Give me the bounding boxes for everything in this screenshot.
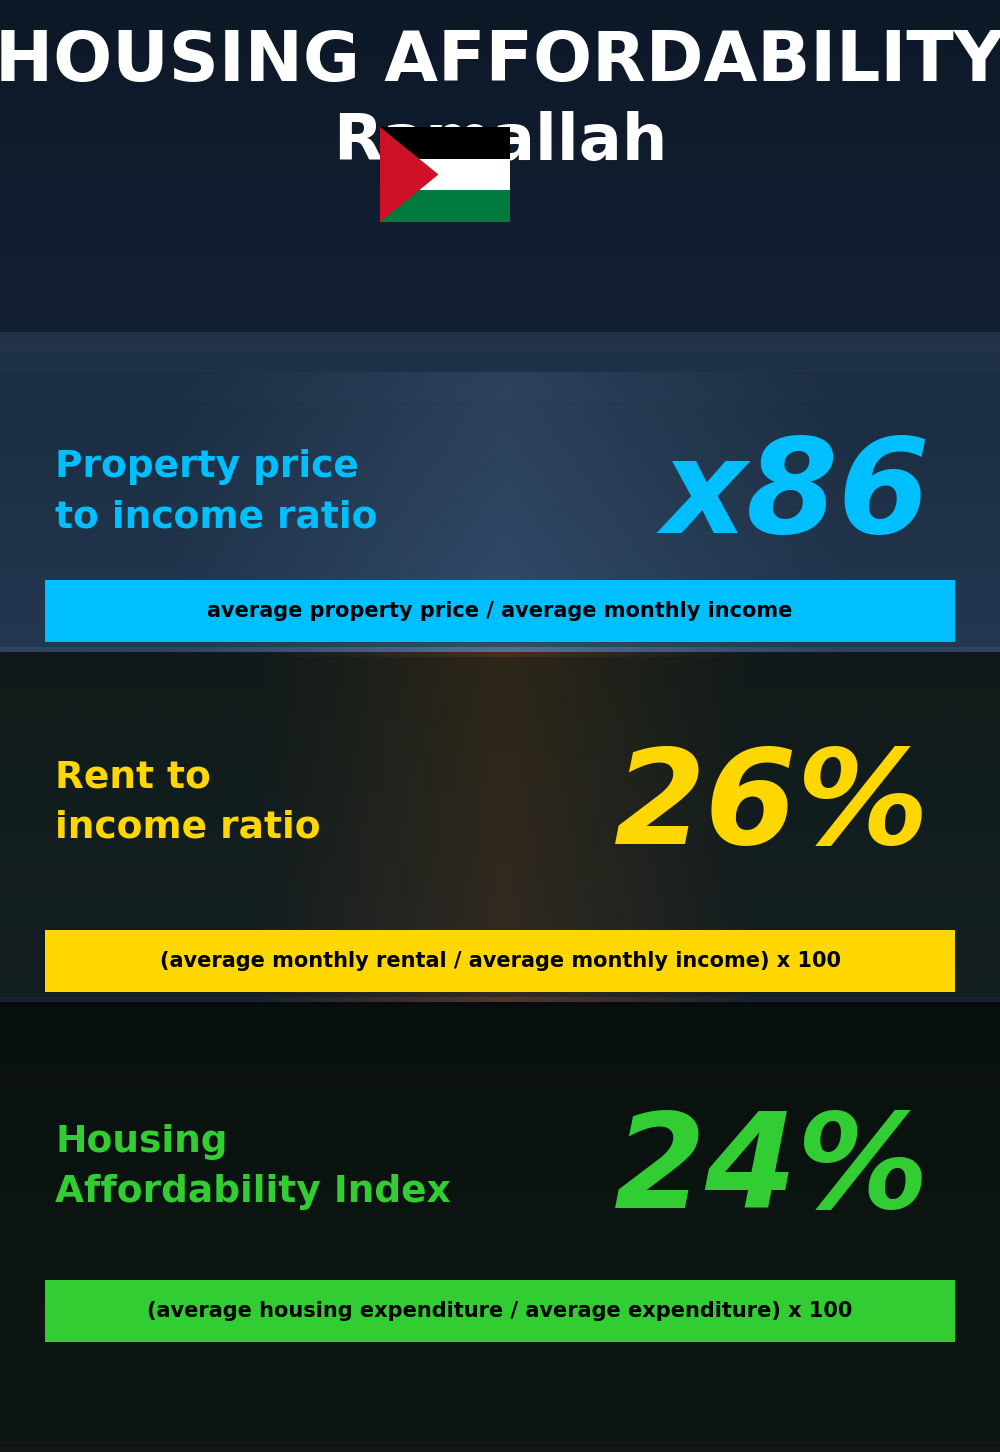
Text: 24%: 24% — [614, 1108, 930, 1236]
Bar — [0, 351, 1000, 648]
Bar — [380, 158, 510, 190]
Bar — [45, 929, 955, 992]
Text: HOUSING AFFORDABILITY: HOUSING AFFORDABILITY — [0, 29, 1000, 96]
Text: (average housing expenditure / average expenditure) x 100: (average housing expenditure / average e… — [147, 1301, 853, 1321]
Bar — [380, 126, 510, 158]
Text: Housing
Affordability Index: Housing Affordability Index — [55, 1124, 451, 1210]
Text: Rent to
income ratio: Rent to income ratio — [55, 759, 321, 845]
Text: Property price
to income ratio: Property price to income ratio — [55, 449, 378, 534]
Text: (average monthly rental / average monthly income) x 100: (average monthly rental / average monthl… — [160, 951, 840, 971]
Bar — [45, 579, 955, 642]
Bar — [0, 1008, 1000, 1448]
Text: 26%: 26% — [614, 743, 930, 871]
Bar — [0, 656, 1000, 998]
Text: x86: x86 — [661, 434, 930, 560]
Text: average property price / average monthly income: average property price / average monthly… — [207, 601, 793, 621]
Text: Ramallah: Ramallah — [333, 110, 667, 173]
Bar — [380, 190, 510, 222]
Bar — [45, 1281, 955, 1342]
Bar — [0, 0, 1000, 333]
Polygon shape — [380, 126, 438, 222]
